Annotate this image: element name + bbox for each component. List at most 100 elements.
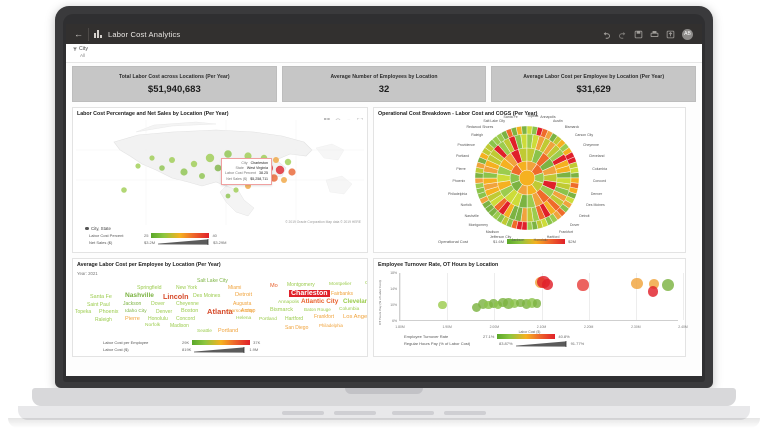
wordcloud-word[interactable]: Madison xyxy=(170,323,189,329)
panel-row-top: Labor Cost Percentage and Net Sales by L… xyxy=(72,107,696,253)
wordcloud-word[interactable]: Atlantic City xyxy=(301,298,339,305)
wordcloud-word[interactable]: Salt Lake City xyxy=(197,278,228,284)
wordcloud-word[interactable]: Detroit xyxy=(235,292,253,298)
wordcloud-word[interactable]: Norfolk xyxy=(145,323,161,328)
wordcloud-word[interactable]: Topeka xyxy=(75,309,92,315)
wordcloud-word[interactable]: Idaho City xyxy=(125,309,147,314)
scatter-point[interactable] xyxy=(541,278,553,290)
scatter-point[interactable] xyxy=(630,277,643,290)
filter-value[interactable]: All xyxy=(80,53,86,58)
wordcloud-word[interactable]: Portland xyxy=(218,328,239,334)
wordcloud-word[interactable]: Annapolis xyxy=(278,300,300,305)
filter-city[interactable]: City xyxy=(73,46,695,52)
wordcloud-word[interactable]: Augusta xyxy=(233,301,252,307)
legend-name: Operational Cost xyxy=(438,239,469,244)
scatter-point[interactable] xyxy=(647,286,658,297)
save-icon[interactable] xyxy=(634,30,643,39)
scatter-point[interactable] xyxy=(503,298,514,309)
wordcloud-word[interactable]: Jackson xyxy=(123,301,142,307)
wordcloud-word[interactable]: Boston xyxy=(181,308,199,314)
avatar[interactable]: AB xyxy=(682,28,693,40)
wordcloud-visualization[interactable]: Salt Lake City Springfield New York Miami Mo… xyxy=(73,277,367,339)
wordcloud-word[interactable]: Cleveland xyxy=(343,298,367,305)
scatter-point[interactable] xyxy=(489,299,498,308)
sunburst-visualization[interactable]: Topeka Annapolis Austin Bismarck Carson City… xyxy=(374,114,685,242)
wordcloud-word[interactable]: San Diego xyxy=(285,325,309,331)
scatter-point[interactable] xyxy=(438,300,447,310)
wordcloud-word[interactable]: Cheyenne xyxy=(176,301,199,307)
map-panel-header: Labor Cost Percentage and Net Sales by L… xyxy=(73,108,367,125)
scatter-point[interactable] xyxy=(661,279,674,291)
wordcloud-word[interactable]: Raleigh xyxy=(95,317,112,323)
scatter-point[interactable] xyxy=(477,299,488,310)
wordcloud-word[interactable]: Pierre xyxy=(125,316,140,322)
wordcloud-word[interactable]: Los Angeles xyxy=(343,314,367,320)
scatter-visualization[interactable]: OT Hours Pay (% of Labor Cost) 6% 10% 14% 1… xyxy=(377,271,688,334)
scatter-point[interactable] xyxy=(527,297,538,308)
scatter-point[interactable] xyxy=(648,279,659,289)
refresh-icon[interactable] xyxy=(335,111,341,124)
kpi-card-total-labor-cost[interactable]: Total Labor Cost across Locations (Per Y… xyxy=(72,66,277,102)
tooltip-row: City Charleston xyxy=(225,161,268,166)
wordcloud-word[interactable]: Carson City xyxy=(228,309,254,314)
scatter-y-tick: 14% xyxy=(390,287,397,291)
wordcloud-word[interactable]: Atlanta xyxy=(207,307,233,316)
scatter-point[interactable] xyxy=(532,299,541,308)
scatter-point[interactable] xyxy=(471,302,481,312)
wordcloud-word[interactable]: Miami xyxy=(228,285,242,291)
wordcloud-word[interactable]: Bismarck xyxy=(270,307,293,313)
wordcloud-word[interactable]: Oklahoma City xyxy=(365,281,367,286)
scatter-point[interactable] xyxy=(515,298,525,308)
scatter-point[interactable] xyxy=(577,279,589,291)
back-icon[interactable]: ← xyxy=(74,28,83,39)
wordcloud-word[interactable]: Denver xyxy=(156,309,173,315)
kpi-card-avg-cost-per-employee[interactable]: Average Labor Cost per Employee by Locat… xyxy=(491,66,697,102)
wordcloud-word[interactable]: New York xyxy=(176,285,198,291)
wordcloud-word[interactable]: Annap xyxy=(241,308,256,314)
wordcloud-legend: Labor Cost per Employee 29K 37K Labor Co… xyxy=(73,339,367,356)
scatter-x-tick: 2.30M xyxy=(631,325,641,329)
wordcloud-word[interactable]: Saint Paul xyxy=(87,302,110,308)
scatter-point[interactable] xyxy=(509,299,519,309)
wordcloud-word[interactable]: Fairbanks xyxy=(331,291,353,297)
tooltip-key: City xyxy=(241,161,248,165)
undo-icon[interactable] xyxy=(346,111,352,124)
wordcloud-word[interactable]: Frankfort xyxy=(314,314,335,320)
dashboard-canvas: Total Labor Cost across Locations (Per Y… xyxy=(66,63,702,376)
wordcloud-word[interactable]: Charleston xyxy=(289,290,330,297)
grid-icon[interactable] xyxy=(324,111,330,124)
share-icon[interactable] xyxy=(666,30,675,39)
wordcloud-word[interactable]: Springfield xyxy=(137,285,162,291)
wordcloud-word[interactable]: Montpelier xyxy=(329,282,352,287)
undo-icon[interactable] xyxy=(602,30,611,39)
wordcloud-word[interactable]: Dover xyxy=(151,301,165,307)
wordcloud-word[interactable]: Philadelphia xyxy=(319,323,343,328)
wordcloud-word[interactable]: Baton Rouge xyxy=(304,307,331,312)
scatter-point[interactable] xyxy=(498,297,508,308)
wordcloud-word[interactable]: Portland xyxy=(259,317,277,322)
wordcloud-word[interactable]: Santa Fe xyxy=(90,294,112,300)
sunburst-legend: Operational Cost $1.6M $2M xyxy=(374,238,685,248)
wordcloud-word[interactable]: Lincoln xyxy=(163,292,189,301)
scatter-point[interactable] xyxy=(484,300,494,310)
wordcloud-word[interactable]: Nashville xyxy=(125,292,154,299)
print-icon[interactable] xyxy=(650,30,659,39)
wordcloud-word[interactable]: Columbia xyxy=(339,307,360,312)
redo-icon[interactable] xyxy=(618,30,627,39)
kpi-card-avg-employees[interactable]: Average Number of Employees by Location … xyxy=(281,66,487,102)
wordcloud-word[interactable]: Concord xyxy=(176,316,195,322)
wordcloud-word[interactable]: Honolulu xyxy=(148,316,168,322)
wordcloud-word[interactable]: Montgomery xyxy=(287,282,315,288)
filter-bar: City All xyxy=(66,44,702,63)
wordcloud-word[interactable]: Seattle xyxy=(197,329,212,334)
wordcloud-word[interactable]: Phoenix xyxy=(99,309,119,315)
expand-icon[interactable] xyxy=(356,111,364,125)
scatter-point[interactable] xyxy=(521,299,532,309)
wordcloud-word[interactable]: Des Moines xyxy=(193,293,221,299)
wordcloud-word[interactable]: Helena xyxy=(236,316,252,321)
scatter-plot-area[interactable]: 6% 10% 14% 18% 1.80M 1.90M 2.00M 2.10M 2.20M 2.30… xyxy=(390,271,688,329)
legend-min: $1.6M xyxy=(493,239,505,244)
map-visualization[interactable]: City Charleston State West Virginia Labor … xyxy=(76,120,364,225)
wordcloud-word[interactable]: Hartford xyxy=(285,316,304,322)
wordcloud-word[interactable]: Mo xyxy=(270,283,278,289)
